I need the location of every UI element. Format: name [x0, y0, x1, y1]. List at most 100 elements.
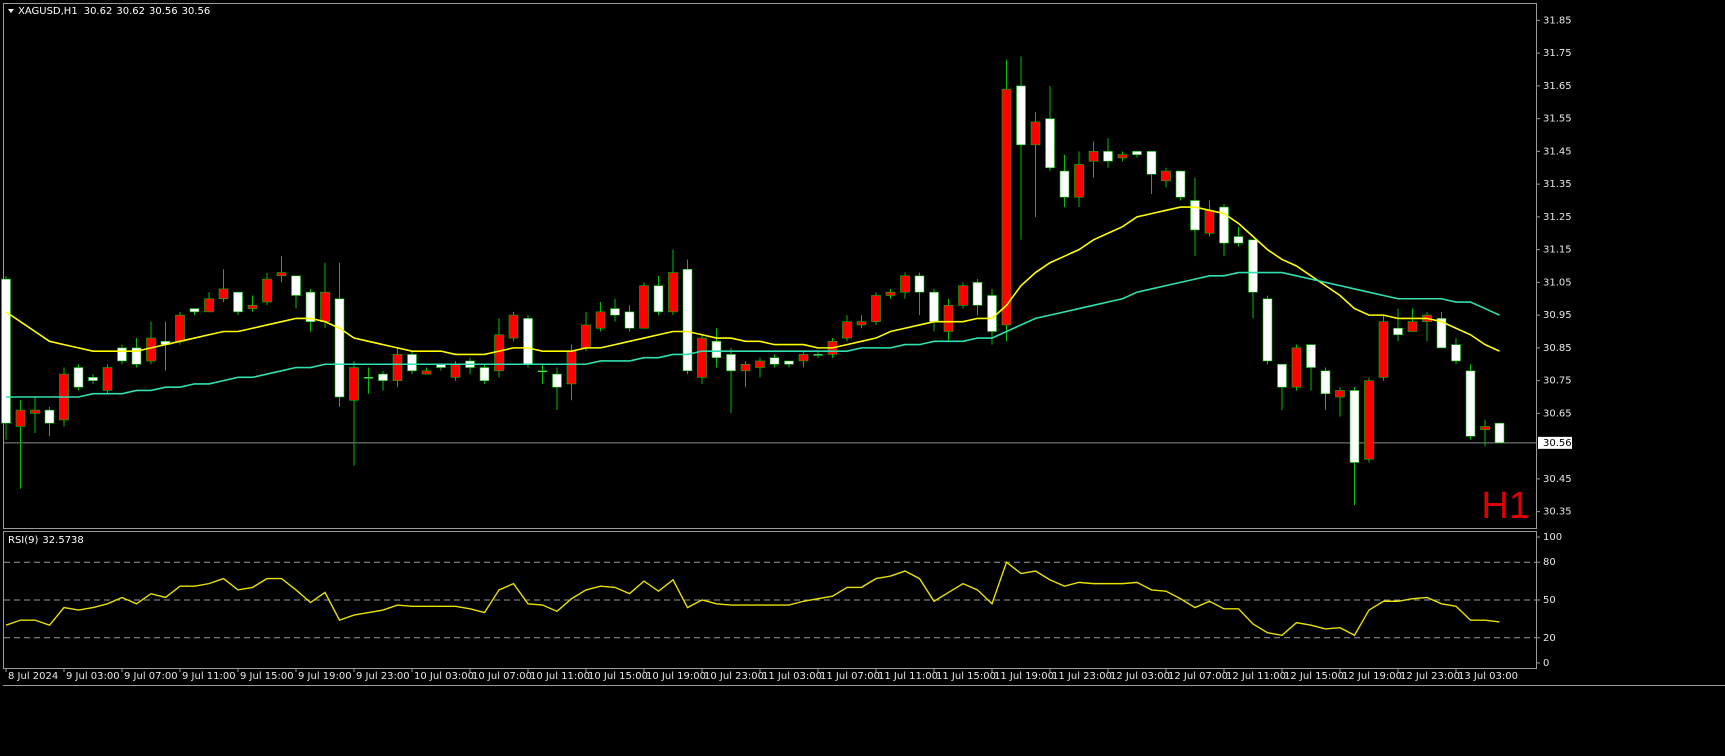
- rsi-label: RSI(9): [8, 535, 39, 546]
- candle-body: [218, 288, 229, 300]
- candle-body: [349, 367, 359, 401]
- x-tick-label: 12 Jul 11:00: [1226, 671, 1286, 682]
- x-tick-label: 9 Jul 15:00: [240, 671, 294, 682]
- candle-body: [537, 370, 548, 373]
- candle-body: [1103, 151, 1113, 162]
- candle-body: [421, 370, 432, 375]
- y-tick-label: 30.95: [1543, 310, 1572, 321]
- candle-body: [1306, 344, 1316, 368]
- candle-body: [276, 272, 287, 277]
- candle-body: [711, 341, 722, 359]
- candle-body: [1161, 170, 1171, 182]
- candle-body: [1088, 151, 1099, 162]
- candle-body: [842, 321, 852, 339]
- candle-body: [1320, 370, 1331, 395]
- candle-body: [102, 367, 113, 391]
- x-tick-label: 10 Jul 15:00: [588, 671, 648, 682]
- candle-body: [595, 311, 606, 329]
- candle-body: [1059, 170, 1070, 198]
- candle-body: [1175, 170, 1186, 198]
- candle-body: [813, 354, 823, 356]
- y-tick-label: 31.55: [1543, 114, 1572, 125]
- candle-body: [784, 360, 794, 365]
- candle-body: [958, 285, 968, 306]
- candle-body: [247, 304, 258, 309]
- last-price-box: [1538, 436, 1572, 449]
- candle-body: [566, 350, 577, 385]
- candle-body: [479, 367, 490, 381]
- candle-body: [189, 308, 200, 313]
- candle-body: [175, 314, 185, 342]
- candle-body: [1277, 363, 1287, 388]
- candle-body: [1349, 390, 1360, 463]
- candle-body: [407, 354, 417, 372]
- candle-body: [987, 295, 997, 332]
- x-tick-label: 12 Jul 19:00: [1342, 671, 1402, 682]
- candle-body: [668, 272, 678, 313]
- candle-body: [1074, 164, 1084, 198]
- moving-average: [6, 271, 1500, 398]
- x-tick-label: 9 Jul 23:00: [356, 671, 410, 682]
- moving-average: [5, 206, 1500, 356]
- candle-body: [798, 354, 809, 362]
- candle-body: [305, 291, 316, 322]
- x-tick-label: 10 Jul 03:00: [414, 671, 474, 682]
- candle-body: [73, 367, 84, 388]
- x-tick-label: 9 Jul 11:00: [182, 671, 236, 682]
- x-tick-label: 12 Jul 03:00: [1110, 671, 1170, 682]
- y-tick-label: 30.65: [1543, 408, 1572, 419]
- x-tick-label: 11 Jul 11:00: [878, 671, 938, 682]
- main-panel-frame: [3, 3, 1537, 529]
- candle-body: [204, 298, 214, 313]
- candle-body: [1407, 321, 1418, 332]
- candle-body: [1262, 298, 1273, 362]
- candle-body: [146, 337, 156, 362]
- y-tick-label: 31.35: [1543, 179, 1572, 190]
- rsi-tick-label: 20: [1543, 633, 1556, 644]
- y-tick-label: 30.75: [1543, 376, 1572, 387]
- candle-body: [943, 304, 954, 332]
- x-tick-label: 11 Jul 07:00: [820, 671, 880, 682]
- candle-body: [1248, 239, 1258, 293]
- candle-body: [726, 354, 736, 372]
- candle-body: [769, 357, 780, 365]
- candle-body: [320, 291, 330, 322]
- y-tick-label: 30.85: [1543, 343, 1572, 354]
- candle-body: [450, 363, 461, 378]
- candle-body: [1190, 200, 1200, 231]
- candle-body: [755, 360, 765, 368]
- candle-body: [1219, 206, 1229, 244]
- y-tick-label: 31.75: [1543, 48, 1572, 59]
- rsi-line: [5, 561, 1500, 637]
- y-tick-label: 31.65: [1543, 81, 1572, 92]
- y-tick-label: 30.45: [1543, 474, 1572, 485]
- candle-body: [523, 318, 533, 365]
- x-tick-label: 9 Jul 03:00: [66, 671, 120, 682]
- candle-body: [1204, 210, 1215, 234]
- header-high: 30.62: [116, 6, 145, 17]
- x-tick-label: 10 Jul 19:00: [646, 671, 706, 682]
- candle-body: [508, 314, 519, 339]
- x-tick-label: 12 Jul 07:00: [1168, 671, 1228, 682]
- x-tick-label: 12 Jul 23:00: [1400, 671, 1460, 682]
- rsi-current: 32.5738: [42, 535, 83, 546]
- x-tick-label: 11 Jul 19:00: [994, 671, 1054, 682]
- candle-body: [1436, 318, 1447, 349]
- x-tick-label: 13 Jul 03:00: [1458, 671, 1518, 682]
- rsi-tick-label: 80: [1543, 557, 1556, 568]
- y-tick-label: 30.35: [1543, 507, 1572, 518]
- candle-body: [494, 334, 504, 372]
- candle-body: [1494, 422, 1505, 444]
- rsi-header: RSI(9) 32.5738: [8, 535, 84, 546]
- candle-body: [1291, 347, 1302, 388]
- candle-body: [1001, 88, 1012, 326]
- y-tick-label: 31.15: [1543, 245, 1572, 256]
- candle-body: [1030, 121, 1041, 146]
- candle-body: [929, 291, 939, 322]
- x-tick-label: 10 Jul 11:00: [530, 671, 590, 682]
- symbol: XAGUSD,H1: [18, 6, 78, 17]
- candle-body: [44, 409, 55, 424]
- candle-body: [1393, 327, 1403, 336]
